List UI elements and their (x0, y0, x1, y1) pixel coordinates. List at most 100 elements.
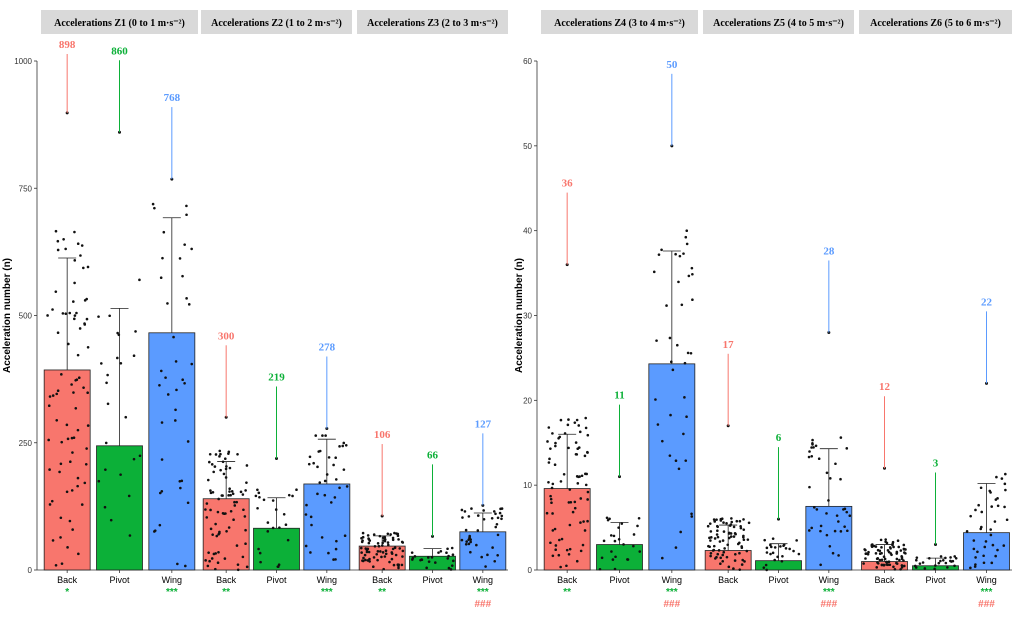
data-point (764, 563, 768, 567)
data-point (949, 559, 952, 563)
max-value-label: 3 (933, 458, 939, 470)
data-point (617, 538, 621, 541)
data-point (812, 506, 816, 509)
data-point (559, 418, 563, 422)
data-point (367, 537, 370, 540)
data-point (69, 460, 72, 464)
data-point (729, 535, 733, 538)
data-point (763, 538, 766, 542)
data-point (132, 354, 136, 357)
data-point (390, 557, 394, 561)
data-point (941, 558, 945, 562)
data-point (982, 561, 986, 565)
data-point (899, 549, 903, 552)
data-point (221, 460, 225, 464)
data-point (73, 314, 77, 317)
data-point (969, 514, 972, 518)
data-point (384, 549, 388, 553)
data-point (368, 560, 371, 563)
data-point (683, 361, 687, 365)
category-label: Pivot (925, 575, 946, 585)
data-point (321, 434, 324, 437)
data-point (819, 529, 822, 533)
data-point (206, 564, 210, 568)
data-point (334, 456, 337, 460)
data-point (208, 559, 211, 563)
data-point (76, 242, 80, 246)
data-point (569, 500, 573, 504)
data-point (874, 552, 878, 555)
data-point (236, 452, 239, 456)
data-point (172, 335, 175, 339)
data-point (810, 446, 813, 449)
data-point (807, 455, 811, 459)
data-point (314, 434, 318, 437)
data-point (463, 510, 467, 513)
data-point (480, 555, 483, 559)
max-value-label: 22 (981, 296, 993, 308)
data-point (277, 563, 281, 567)
data-point (425, 566, 428, 570)
data-point (896, 539, 900, 543)
data-point (567, 552, 571, 556)
data-point (900, 557, 904, 561)
data-point (709, 530, 713, 533)
data-point (71, 528, 74, 531)
data-point (875, 566, 879, 569)
data-point (670, 360, 673, 364)
data-point (578, 430, 582, 434)
bar-wing (805, 505, 853, 571)
data-point (492, 510, 496, 513)
category-label: Pivot (768, 575, 789, 585)
data-point (769, 545, 773, 549)
data-point (991, 543, 995, 547)
data-point (684, 459, 688, 462)
data-point (712, 548, 716, 552)
data-point (205, 502, 209, 505)
data-point (308, 455, 312, 459)
data-point (212, 470, 215, 474)
data-point (451, 553, 455, 557)
data-point (341, 444, 345, 448)
data-point (128, 534, 132, 537)
data-point (732, 525, 736, 529)
data-point (921, 561, 925, 564)
y-tick-label: 60 (523, 57, 532, 66)
data-point (902, 543, 906, 547)
data-point (554, 444, 557, 448)
data-point (320, 536, 324, 539)
data-point (499, 507, 502, 511)
data-point (162, 230, 166, 234)
data-point (828, 477, 832, 480)
data-point (946, 566, 949, 569)
data-point (223, 557, 227, 560)
data-point (119, 361, 123, 365)
data-point (691, 272, 694, 276)
data-point (224, 467, 228, 471)
data-point (227, 494, 230, 497)
data-point (401, 555, 404, 558)
data-point (76, 476, 80, 480)
data-point (256, 506, 259, 510)
data-point (897, 545, 901, 549)
data-point (367, 541, 371, 545)
data-point (769, 543, 772, 547)
data-point (797, 552, 801, 556)
data-point (106, 402, 110, 406)
significance-vs-pivot: * (65, 587, 69, 598)
data-point (994, 498, 998, 501)
data-point (79, 254, 82, 257)
facet-title: Accelerations Z1 (0 to 1 m·s⁻²) (54, 18, 185, 29)
data-point (839, 436, 843, 439)
data-point (578, 475, 581, 478)
data-point (334, 558, 337, 561)
data-point (828, 544, 832, 548)
data-point (490, 516, 494, 520)
data-point (256, 488, 259, 492)
bar-pivot (755, 560, 802, 571)
data-point (468, 536, 471, 540)
data-point (742, 528, 746, 531)
facet-title: Accelerations Z5 (4 to 5 m·s⁻²) (713, 18, 844, 29)
data-point (812, 446, 815, 449)
category-label: Pivot (266, 575, 287, 585)
